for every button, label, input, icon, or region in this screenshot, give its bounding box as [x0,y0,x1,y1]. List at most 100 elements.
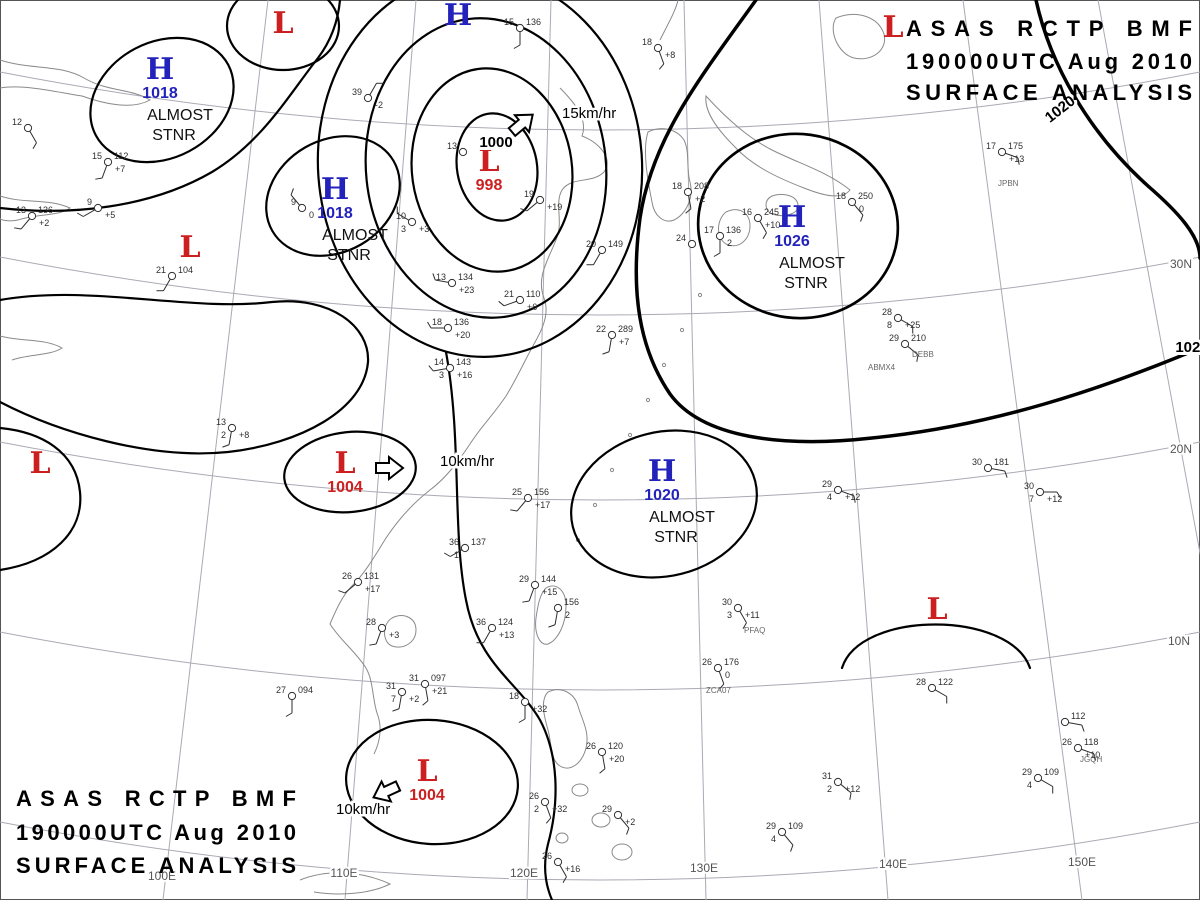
station-value: 1 [454,550,459,560]
isobar [225,0,341,72]
isobar-1020 [634,0,1200,444]
coastline-ryukyu [592,502,598,508]
station-plot: 13 [447,141,468,157]
station-value: +16 [457,370,472,380]
station-plot: 36 124 +13 [476,617,514,644]
station-value: 104 [178,265,193,275]
wind-barb [83,209,96,217]
wind-barb [1005,152,1019,159]
isobar-1020 [1034,0,1200,260]
wind-barb [397,213,410,221]
wind-barb [841,490,855,497]
station-value: 18 [509,691,519,701]
wind-barb [934,689,947,697]
isobar [364,17,608,319]
wind-barb [1068,722,1082,726]
pressure-symbol: L [882,10,903,45]
station-plot: 17 136 2 [704,225,741,257]
station-plot: 112 [1060,711,1085,732]
isobar-label: 1000 [479,134,512,151]
wind-barb [375,631,382,645]
station-value: +2 [625,817,635,827]
station-value: 7 [391,694,396,704]
station-value: +23 [459,285,474,295]
station-plot: 29 210 [889,333,926,362]
station-value: 13 [436,272,446,282]
station-value: 208 [694,181,709,191]
station-value: 131 [364,571,379,581]
pressure-symbol: H [321,172,349,207]
station-value: +32 [552,804,567,814]
low-pressure-center: L [179,230,200,265]
station-value: 29 [822,479,832,489]
station-value: 097 [431,673,446,683]
station-plot: 18 250 0 [836,191,873,222]
station-value: +17 [365,584,380,594]
station-value: 18 [642,37,652,47]
pressure-note: STNR [784,275,828,292]
wind-barb [228,431,232,445]
station-value: 3 [401,224,406,234]
coastline [299,872,392,895]
station-plot: 17 175 +13 [986,141,1024,165]
station-plot: 10 3 +3 [396,206,429,234]
station-value: +8 [665,50,675,60]
wind-barb [853,204,864,216]
wind-barb [29,130,37,143]
station-value: 21 [156,265,166,275]
station-value: +8 [239,430,249,440]
station-value: 27 [276,685,286,695]
coastline-ryukyu [697,292,703,298]
coastline-shikoku [765,193,799,217]
pressure-value: 1020 [644,487,680,504]
grid-line [0,441,1200,501]
coastline-china-vietnam [329,87,608,755]
station-value: +16 [565,864,580,874]
station-value: +10 [1085,750,1100,760]
station-value: 17 [704,225,714,235]
coastline-island [555,832,569,844]
station-plot: 29 +2 [602,804,635,835]
pressure-note: STNR [654,529,698,546]
station-value: +6 [527,302,537,312]
coastline [0,335,63,361]
station-plot: 29 144 +15 [519,574,557,603]
station-value: 181 [994,457,1009,467]
wind-barb [433,368,447,372]
isobar [0,293,370,455]
station-plot: 16 245 +10 [742,207,780,240]
station-value: 9 [291,197,296,207]
coastline-hainan [384,615,417,648]
chart-title-line1: ASAS RCTP BMF [16,786,296,811]
station-plot: 20 149 [586,239,623,266]
station-value: 0 [309,210,314,220]
station-value: +12 [845,784,860,794]
station-plot: 9 +5 [76,197,115,220]
coastline-ryukyu [679,327,685,333]
station-value: 289 [618,324,633,334]
wind-barb [559,864,567,877]
station-value: 26 [1062,737,1072,747]
pressure-symbol: L [926,592,947,627]
pressure-symbol: H [444,0,472,33]
isobar [570,429,758,579]
station-value: 3 [439,370,444,380]
isobar [410,67,574,273]
station-plot: 26 +16 [542,851,580,884]
station-plot: 15 136 [504,17,541,49]
station-value: 18 [836,191,846,201]
latitude-label: 30N [1170,257,1192,271]
station-plot: 31 2 +12 [822,771,860,800]
wind-barb [425,687,429,701]
station-value: 36 [449,537,459,547]
station-value: 26 [702,657,712,667]
grid-line [344,0,417,900]
station-plot: 18 +8 [642,37,675,70]
title-block-top-right: ASAS RCTP BMF 190000UTC Aug 2010 SURFACE… [906,16,1192,105]
station-value: 31 [386,681,396,691]
station-value: 2 [827,784,832,794]
station-value: 29 [766,821,776,831]
